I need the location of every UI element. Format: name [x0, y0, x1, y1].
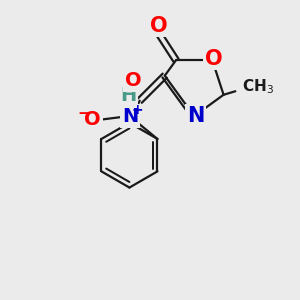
- Text: N: N: [122, 106, 138, 125]
- Text: CH$_3$: CH$_3$: [242, 77, 274, 96]
- Text: O: O: [149, 16, 167, 36]
- Text: N: N: [187, 106, 204, 126]
- Text: O: O: [205, 49, 223, 69]
- Text: O: O: [84, 110, 101, 129]
- Text: H: H: [120, 86, 137, 105]
- Text: −: −: [77, 106, 90, 121]
- Text: +: +: [132, 103, 144, 116]
- Text: O: O: [125, 71, 141, 90]
